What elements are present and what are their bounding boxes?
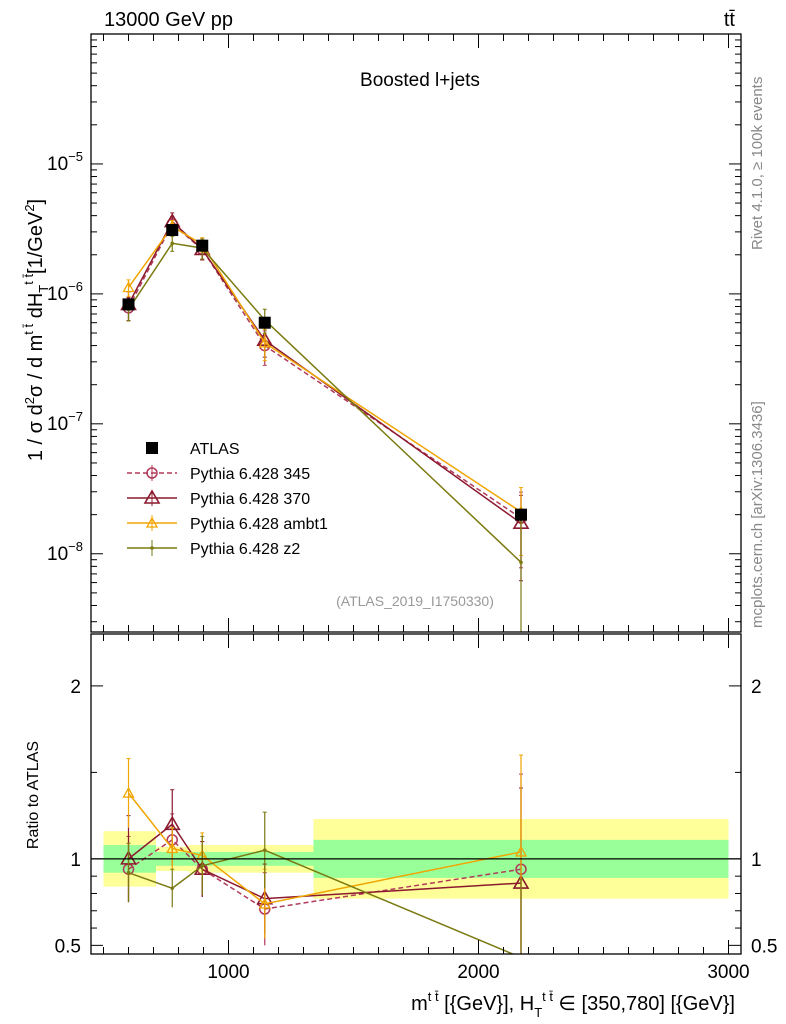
series-line-z2	[127, 242, 522, 563]
ratio-line-p345	[128, 838, 522, 910]
y-tick-label: 10−5	[47, 149, 83, 175]
main-frame	[90, 33, 742, 633]
ratio-point-ambt1	[122, 786, 135, 798]
ratio-point-ambt1	[166, 842, 179, 854]
series-line-ambt1	[127, 225, 522, 513]
header-process: tt̄	[724, 9, 736, 31]
legend-label-ambt1: Pythia 6.428 ambt1	[190, 516, 328, 533]
series-point-z2	[519, 560, 523, 565]
ratio-point-ambt1	[258, 897, 271, 909]
x-tick-label: 2000	[457, 962, 499, 983]
legend-label-z2: Pythia 6.428 z2	[190, 541, 300, 558]
legend-marker-atlas	[146, 442, 158, 454]
series-line-p370	[127, 220, 522, 524]
ratio-y-tick-label-right: 1	[751, 850, 762, 871]
series-point-z2	[170, 241, 175, 246]
legend-marker-p370	[143, 489, 161, 504]
ratio-point-z2	[519, 956, 523, 960]
series-point-ambt1	[122, 281, 135, 293]
y-axis-label: 1 / σ d2σ / d mt t̄ dHTt t̄[1/GeV2]	[21, 199, 51, 461]
data-point	[166, 224, 179, 237]
data-point	[258, 316, 271, 329]
series-line-p345	[127, 222, 522, 519]
ratio-y-tick-label: 0.5	[55, 936, 81, 957]
ratio-plot: 0.5 0.5 1 1 2 2 1000 2000 3000	[55, 633, 777, 983]
x-tick-label: 1000	[207, 962, 249, 983]
rivet-version-text: Rivet 4.1.0, ≥ 100k events	[749, 77, 766, 250]
x-tick-label: 3000	[707, 962, 749, 983]
data-point	[122, 298, 135, 311]
y-tick-label: 10−7	[47, 409, 83, 435]
y-tick-label: 10−6	[47, 279, 83, 305]
series-point-ambt1	[258, 336, 271, 348]
ratio-axis-label: Ratio to ATLAS	[25, 741, 42, 849]
legend-label-p370: Pythia 6.428 370	[190, 491, 310, 508]
legend-label-p345: Pythia 6.428 345	[190, 466, 310, 483]
y-tick-label: 10−8	[47, 539, 83, 565]
data-point	[196, 239, 209, 252]
legend-marker-p345	[146, 467, 158, 479]
legend-marker-ambt1	[145, 516, 159, 528]
ratio-y-tick-label-right: 0.5	[751, 936, 777, 957]
header-energy: 13000 GeV pp	[104, 9, 233, 31]
ratio-point-ambt1	[514, 845, 528, 857]
legend-marker-z2	[150, 546, 154, 550]
mcplots-text: mcplots.cern.ch [arXiv:1306.3436]	[749, 401, 766, 628]
legend: ATLAS Pythia 6.428 345 Pythia 6.428 370 Pyt…	[127, 441, 328, 558]
data-point	[515, 508, 527, 521]
main-plot: Boosted l+jets (ATLAS_2019_I1750330) 10−…	[47, 33, 742, 633]
legend-label-atlas: ATLAS	[190, 441, 240, 458]
ratio-point-z2	[200, 863, 205, 868]
ratio-frame	[90, 633, 742, 955]
analysis-tag: (ATLAS_2019_I1750330)	[336, 593, 494, 609]
ratio-point-z2	[170, 886, 175, 891]
x-axis-label: mt t̄ [{GeV}], HTt t̄ ∈ [350,780] [{GeV}…	[411, 989, 735, 1020]
plot-title: Boosted l+jets	[360, 70, 480, 91]
ratio-y-tick-label: 2	[70, 677, 81, 698]
ratio-point-z2	[126, 870, 131, 875]
ratio-y-tick-label-right: 2	[751, 677, 762, 698]
ratio-point-z2	[262, 848, 267, 853]
ratio-y-tick-label: 1	[70, 850, 81, 871]
